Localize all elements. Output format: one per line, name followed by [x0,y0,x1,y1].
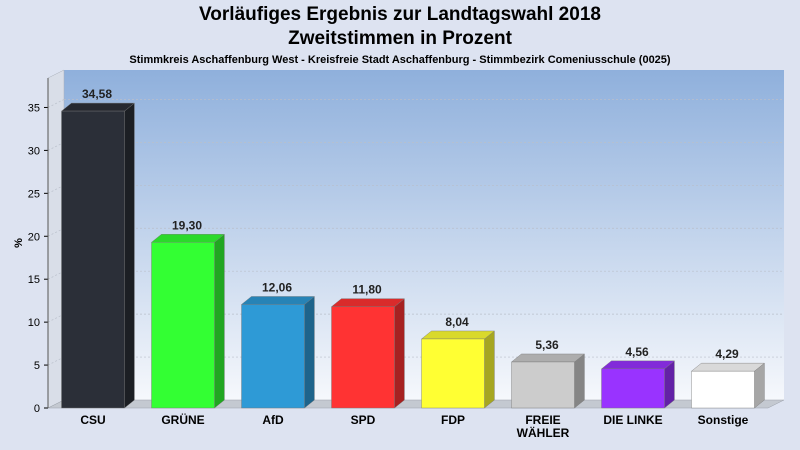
bar-side [304,296,315,409]
bar-side [574,353,585,409]
bar-side [484,330,495,409]
bar [421,338,485,409]
x-tick-label: AfD [262,413,284,427]
chart-caption: Stimmkreis Aschaffenburg West - Kreisfre… [129,54,671,66]
bar [151,242,215,409]
bar-top [60,102,135,112]
y-tick-label: 0 [34,403,40,415]
bar-side [664,360,675,409]
bar-value-label: 8,04 [445,315,469,329]
bar-side [394,298,405,409]
bar [601,368,665,409]
grid-line-side [47,270,65,280]
grid-line-side [47,313,65,323]
x-tick-label: FREIE [525,413,560,427]
x-tick-label: FDP [441,413,465,427]
bar [61,110,125,409]
bar [691,370,755,409]
y-tick-label: 5 [34,360,40,372]
y-tick-label: 15 [28,274,40,286]
x-tick-label: WÄHLER [517,425,570,440]
bar-value-label: 34,58 [82,87,112,101]
bar-value-label: 5,36 [535,338,559,352]
bar [511,361,575,409]
bar-value-label: 4,29 [715,347,739,361]
bar-top [420,330,495,340]
plot-area: 0 5 10 15 20 25 30 35% 34,58 CSU 19,30 GRÜNE 12,06 Af… [13,69,785,440]
y-tick-label: 20 [28,231,40,243]
y-tick-label: 35 [28,102,40,114]
bar-top [240,296,315,305]
bar-side [124,102,135,409]
bar-top [510,353,585,363]
y-tick-label: 30 [28,145,40,157]
chart-subtitle: Zweitstimmen in Prozent [288,28,512,49]
y-axis-label: % [13,238,25,248]
bar-value-label: 19,30 [172,218,202,232]
grid-line-side [47,99,65,108]
chart-title: Vorläufiges Ergebnis zur Landtagswahl 20… [199,4,601,25]
bar-top [690,362,765,372]
grid-line-side [47,356,65,366]
x-tick-label: GRÜNE [161,412,204,427]
bar-top [330,298,405,307]
y-tick-label: 10 [28,317,40,329]
bar-value-label: 11,80 [352,283,382,297]
grid-line-side [47,185,65,194]
bar-value-label: 12,06 [262,280,292,294]
bar-top [600,360,675,370]
x-tick-label: Sonstige [698,413,749,427]
bar [241,304,305,409]
bar-top [150,234,225,243]
x-tick-label: CSU [80,413,105,427]
x-tick-label: DIE LINKE [603,413,662,427]
bar-side [214,233,225,409]
bar [331,306,395,409]
bar-value-label: 4,56 [625,345,649,359]
grid-line-side [47,142,65,151]
grid-line-side [47,227,65,237]
x-tick-label: SPD [351,413,376,427]
y-tick-label: 25 [28,188,40,200]
